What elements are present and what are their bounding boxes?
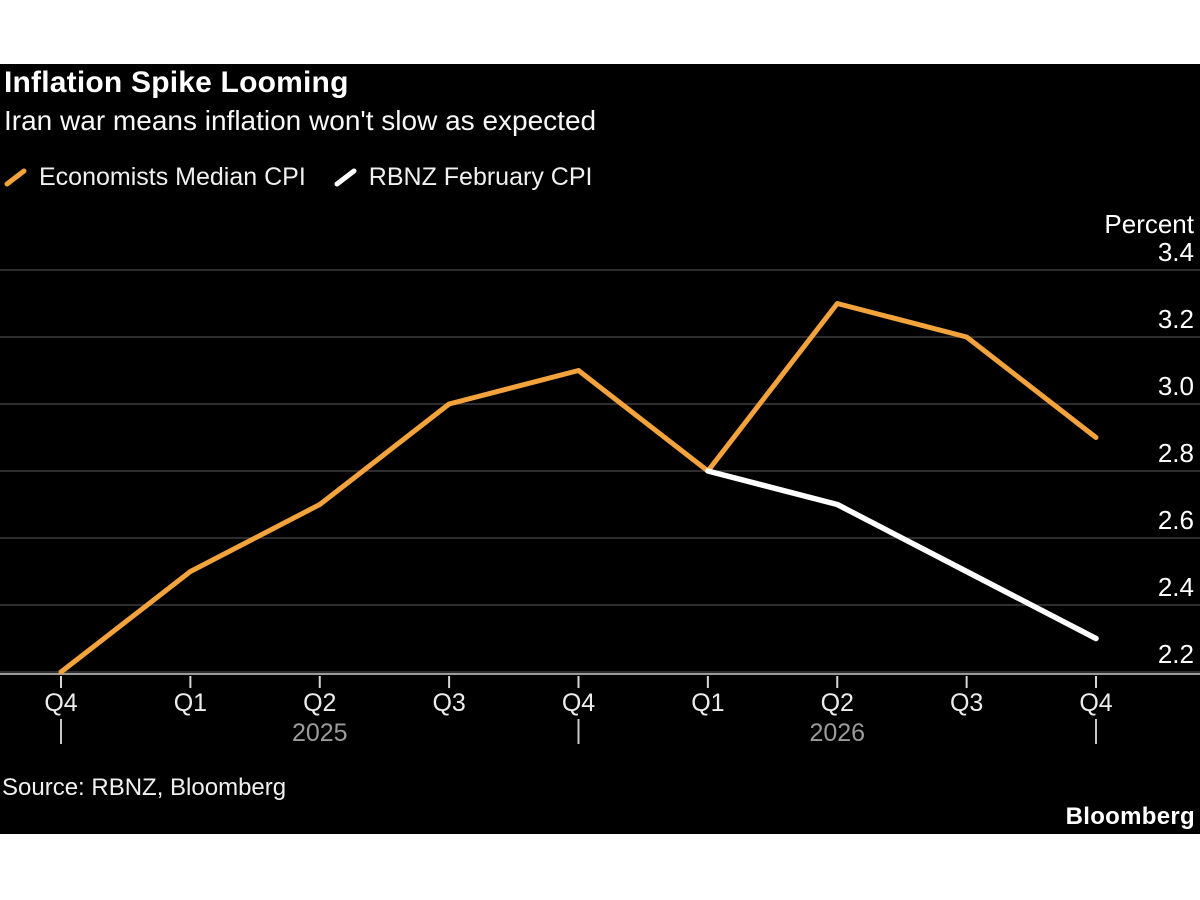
y-tick-label-2.4: 2.4 — [1158, 572, 1194, 602]
legend-item-rbnz: RBNZ February CPI — [334, 163, 593, 192]
x-tick-label-4: Q4 — [562, 689, 595, 717]
x-tick-label-2: Q2 — [303, 689, 336, 717]
x-tick-label-5: Q1 — [691, 689, 724, 717]
y-tick-label-2.2: 2.2 — [1158, 639, 1194, 669]
series-line-economists-median-cpi — [58, 301, 1099, 675]
chart-subtitle: Iran war means inflation won't slow as e… — [4, 105, 597, 136]
legend-label-rbnz: RBNZ February CPI — [368, 163, 593, 191]
chart-title: Inflation Spike Looming — [4, 66, 349, 99]
x-tick-label-7: Q3 — [950, 689, 983, 717]
x-tick-label-0: Q4 — [44, 689, 77, 717]
x-tick-label-6: Q2 — [821, 689, 854, 717]
legend-label-economists: Economists Median CPI — [39, 163, 306, 191]
white-line-swatch-icon — [334, 168, 357, 186]
y-tick-label-3.2: 3.2 — [1158, 304, 1194, 334]
source-note: Source: RBNZ, Bloomberg — [2, 774, 287, 801]
chart-legend: Economists Median CPI RBNZ February CPI — [4, 163, 592, 192]
x-tick-label-3: Q3 — [432, 689, 465, 717]
chart-card — [0, 64, 1200, 834]
orange-line-swatch-icon — [4, 168, 27, 186]
y-tick-label-3.4: 3.4 — [1158, 237, 1194, 267]
year-label-2026: 2026 — [809, 719, 865, 747]
y-axis-unit-label: Percent — [1104, 209, 1194, 239]
y-tick-label-2.8: 2.8 — [1158, 438, 1194, 468]
year-label-2025: 2025 — [292, 719, 348, 747]
series-line-rbnz-february-cpi — [705, 468, 1099, 642]
legend-item-economists: Economists Median CPI — [4, 163, 306, 192]
bloomberg-logo: Bloomberg — [1065, 803, 1195, 830]
x-tick-label-1: Q1 — [174, 689, 207, 717]
x-tick-label-8: Q4 — [1079, 689, 1112, 717]
y-tick-label-3.0: 3.0 — [1158, 371, 1194, 401]
y-tick-label-2.6: 2.6 — [1158, 505, 1194, 535]
